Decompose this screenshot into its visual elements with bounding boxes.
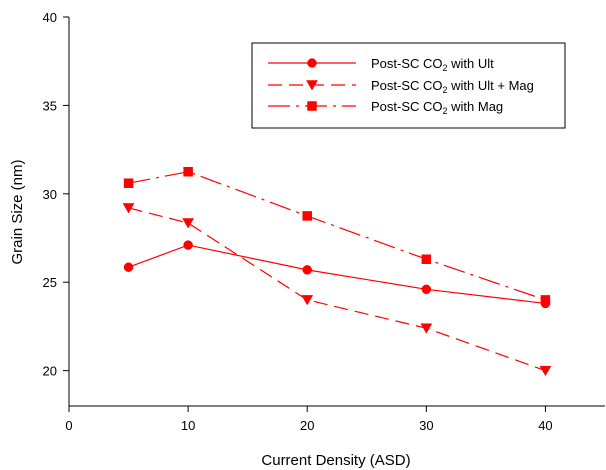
- y-tick-label: 30: [43, 187, 57, 202]
- series-3: [123, 166, 551, 305]
- legend-marker: [307, 58, 317, 68]
- data-point: [123, 262, 134, 272]
- series-1: [123, 240, 551, 309]
- legend: Post-SC CO2 with Ult Post-SC CO2 with Ult…: [251, 42, 566, 129]
- data-point: [183, 240, 193, 250]
- legend-label: Post-SC CO2 with Ult: [371, 56, 494, 73]
- legend-label: Post-SC CO2 with Mag: [371, 99, 503, 116]
- legend-entry: Post-SC CO2 with Ult + Mag: [268, 78, 534, 95]
- data-point: [183, 166, 193, 177]
- legend-marker: [307, 101, 317, 111]
- x-axis-title: Current Density (ASD): [261, 452, 410, 469]
- y-tick-label: 35: [43, 98, 57, 113]
- data-point: [301, 295, 314, 306]
- x-tick-label: 20: [300, 418, 314, 433]
- series-line: [128, 244, 546, 305]
- data-point: [421, 284, 432, 295]
- legend-entry: Post-SC CO2 with Ult: [268, 56, 494, 73]
- data-point: [302, 265, 312, 275]
- y-ticks: 20 25 30 35 40: [43, 10, 69, 379]
- data-point: [182, 218, 195, 229]
- y-axis-title: Grain Size (nm): [9, 159, 26, 264]
- legend-box: [251, 42, 566, 129]
- data-point: [123, 178, 134, 188]
- x-ticks: 0 10 20 30 40: [65, 406, 553, 433]
- data-point: [302, 211, 312, 221]
- y-tick-label: 25: [43, 275, 57, 290]
- data-point: [539, 365, 552, 377]
- series-line: [128, 171, 546, 301]
- data-point: [421, 254, 432, 264]
- legend-label: Post-SC CO2 with Ult + Mag: [371, 78, 534, 95]
- x-tick-label: 40: [538, 418, 552, 433]
- data-point: [540, 295, 551, 305]
- data-point: [420, 323, 433, 334]
- series-line: [128, 207, 546, 372]
- y-tick-label: 20: [43, 364, 57, 379]
- series-layer: [122, 166, 552, 377]
- x-tick-label: 30: [419, 418, 433, 433]
- x-tick-label: 0: [65, 418, 72, 433]
- x-tick-label: 10: [181, 418, 195, 433]
- legend-entry: Post-SC CO2 with Mag: [268, 99, 503, 116]
- axes: [68, 17, 605, 407]
- data-point: [122, 203, 135, 214]
- legend-marker: [306, 80, 318, 91]
- series-2: [122, 203, 552, 377]
- y-tick-label: 40: [43, 10, 57, 25]
